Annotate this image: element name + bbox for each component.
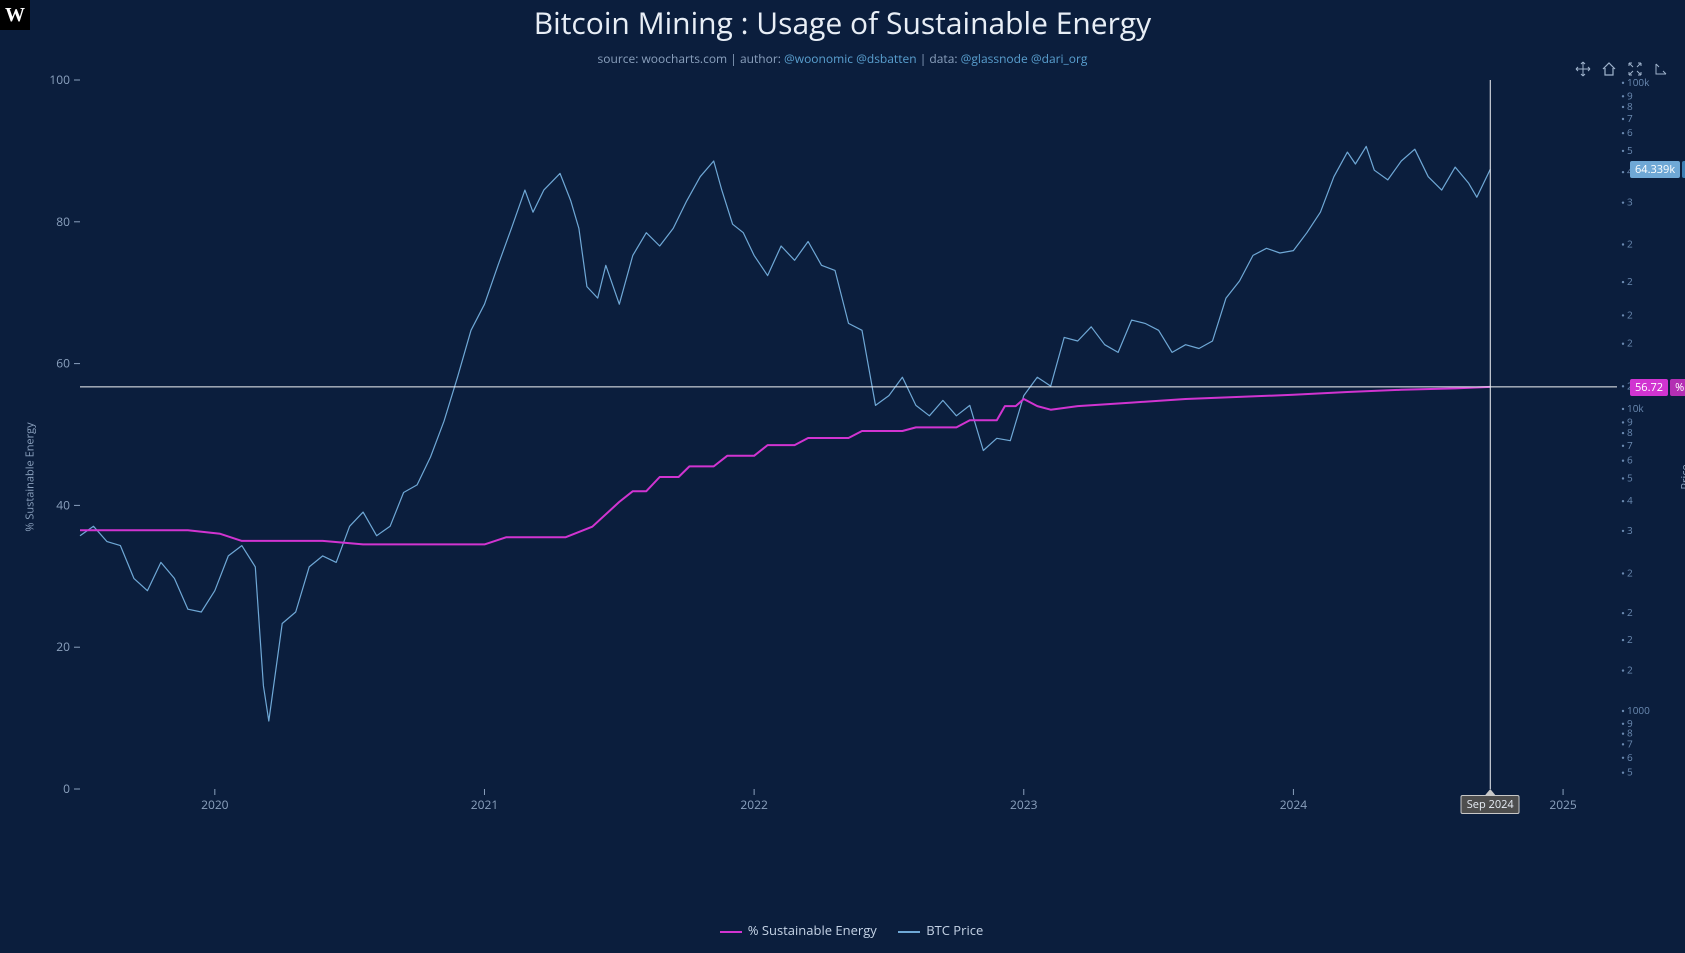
svg-text:2020: 2020: [201, 796, 229, 813]
svg-text:2023: 2023: [1010, 796, 1038, 813]
svg-text:3: 3: [1627, 195, 1633, 209]
svg-text:2: 2: [1627, 632, 1633, 646]
subtitle-data-link[interactable]: @glassnode @dari_org: [961, 50, 1088, 67]
svg-text:2025: 2025: [1549, 796, 1577, 813]
svg-text:6: 6: [1627, 125, 1633, 139]
svg-text:5: 5: [1627, 143, 1633, 157]
svg-text:2: 2: [1627, 605, 1633, 619]
subtitle-source-prefix: source: woocharts.com | author:: [598, 50, 784, 67]
legend-swatch-btc: [898, 931, 920, 933]
subtitle-mid: | data:: [917, 50, 961, 67]
legend-label-sustainable[interactable]: % Sustainable Energy: [748, 921, 877, 939]
svg-text:2: 2: [1627, 336, 1633, 350]
svg-text:10k: 10k: [1627, 401, 1644, 415]
svg-text:7: 7: [1627, 111, 1633, 125]
subtitle-author-link[interactable]: @woonomic @dsbatten: [784, 50, 917, 67]
svg-text:100k: 100k: [1627, 75, 1650, 89]
svg-text:60: 60: [56, 355, 70, 372]
svg-text:2022: 2022: [740, 796, 768, 813]
svg-text:7: 7: [1627, 438, 1633, 452]
chart-legend: % Sustainable Energy BTC Price: [0, 921, 1685, 939]
svg-text:0: 0: [63, 780, 70, 797]
svg-text:5: 5: [1627, 765, 1633, 779]
svg-text:2: 2: [1627, 307, 1633, 321]
y2-axis-label: Price: [1678, 464, 1685, 489]
chart-subtitle: source: woocharts.com | author: @woonomi…: [0, 50, 1685, 67]
reset-axes-button[interactable]: [1649, 60, 1673, 78]
legend-label-btc[interactable]: BTC Price: [926, 921, 983, 939]
svg-text:100: 100: [49, 71, 70, 88]
svg-text:3: 3: [1627, 523, 1633, 537]
svg-text:20: 20: [56, 638, 70, 655]
svg-text:2024: 2024: [1280, 796, 1308, 813]
svg-text:4: 4: [1627, 493, 1633, 507]
value-badge: 64.339kBTC Price: [1625, 160, 1685, 179]
svg-text:2: 2: [1627, 236, 1633, 250]
chart-title: Bitcoin Mining : Usage of Sustainable En…: [0, 2, 1685, 43]
svg-text:80: 80: [56, 213, 70, 230]
chart-area[interactable]: 020406080100202020212022202320242025100k…: [42, 76, 1647, 825]
svg-text:7: 7: [1627, 736, 1633, 750]
chart-svg: 020406080100202020212022202320242025100k…: [42, 76, 1647, 825]
svg-text:2021: 2021: [471, 796, 498, 813]
x-crosshair-badge: Sep 2024: [1461, 795, 1520, 814]
y1-axis-label: % Sustainable Energy: [23, 422, 38, 531]
svg-text:2: 2: [1627, 274, 1633, 288]
value-badge: 56.72% Sustainable Energy: [1625, 378, 1685, 397]
svg-text:6: 6: [1627, 453, 1633, 467]
svg-text:5: 5: [1627, 470, 1633, 484]
svg-text:2: 2: [1627, 663, 1633, 677]
legend-swatch-sustainable: [720, 931, 742, 933]
svg-text:40: 40: [56, 496, 70, 513]
svg-text:6: 6: [1627, 750, 1633, 764]
svg-text:2: 2: [1627, 565, 1633, 579]
